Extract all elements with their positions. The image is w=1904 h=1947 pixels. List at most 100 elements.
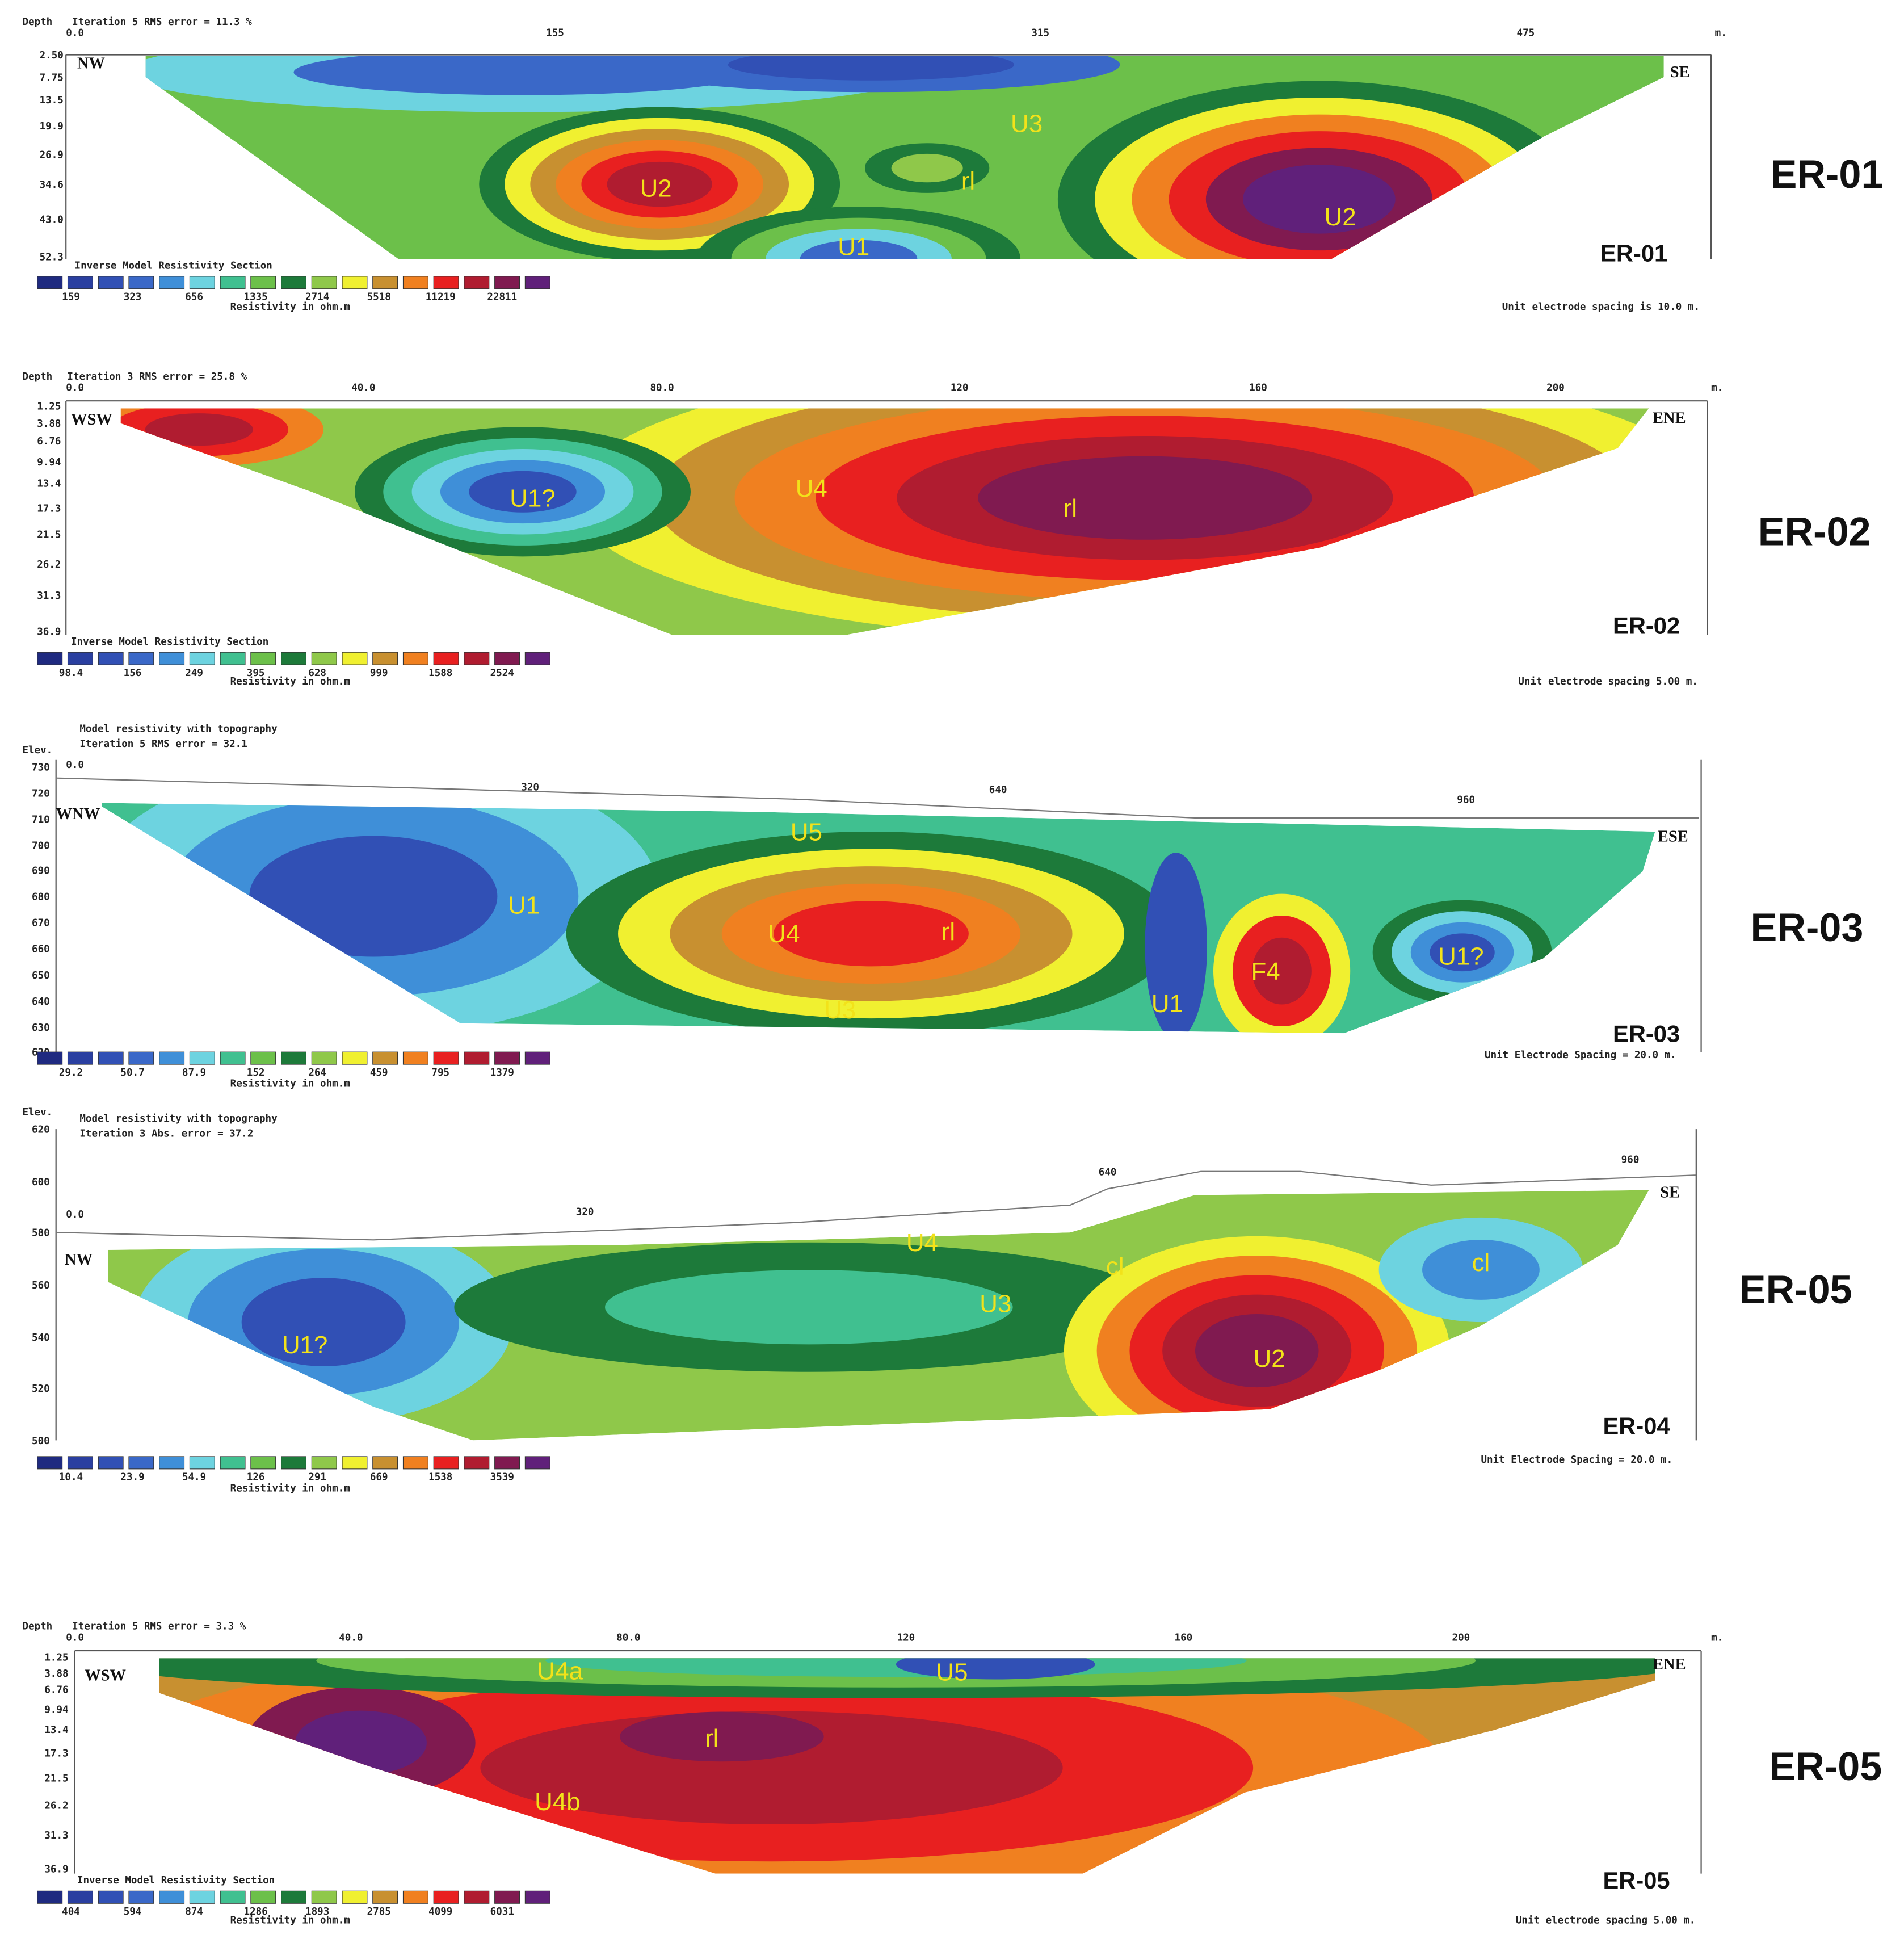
legend-swatch [159, 652, 185, 665]
section-panel: Elev. Model resistivity with topography It… [22, 1107, 1852, 1494]
legend-swatch [342, 276, 368, 289]
section-header: Iteration 3 RMS error = 25.8 % [67, 371, 247, 383]
legend-swatch [494, 1051, 520, 1065]
legend-swatch [342, 1456, 368, 1470]
legend-swatch [37, 1456, 63, 1470]
legend-swatch [311, 276, 337, 289]
direction-label: NW [65, 1251, 93, 1269]
scale-label: 156 [124, 668, 142, 679]
scale-label: 874 [185, 1906, 203, 1917]
scale-label: 656 [185, 292, 203, 303]
scale-label: 152 [247, 1067, 265, 1079]
y-tick-label: 2.50 [40, 50, 64, 61]
legend-swatch [250, 1456, 276, 1470]
y-tick-label: 21.5 [37, 529, 61, 540]
section-header: Iteration 5 RMS error = 32.1 [79, 738, 247, 750]
unit-label: cl [1472, 1249, 1490, 1277]
legend-swatch [342, 652, 368, 665]
scale-label: 628 [308, 668, 326, 679]
scale-label: 10.4 [59, 1472, 83, 1483]
x-tick-label: 160 [1175, 1632, 1193, 1643]
y-tick-label: 710 [32, 815, 50, 826]
legend-swatch [37, 652, 63, 665]
scale-label: 999 [370, 668, 388, 679]
topography [56, 1170, 1696, 1241]
spacing-note: Unit Electrode Spacing = 20.0 m. [1481, 1454, 1672, 1466]
y-tick-label: 3.88 [44, 1668, 68, 1680]
y-tick-label: 730 [32, 762, 50, 774]
legend-swatch [250, 1051, 276, 1065]
legend-swatch [524, 1051, 550, 1065]
y-tick-label: 21.5 [44, 1773, 68, 1784]
legend-swatch [189, 1456, 215, 1470]
legend-swatch [433, 276, 459, 289]
section-label: ER-05 [1603, 1867, 1670, 1894]
x-tick-label: 40.0 [339, 1632, 363, 1643]
resistivity-section [108, 1190, 1649, 1441]
scale-label: 323 [124, 292, 142, 303]
x-tick-label: 160 [1249, 383, 1267, 394]
direction-label: SE [1670, 64, 1690, 81]
scale-label: 5518 [367, 292, 391, 303]
legend-swatch [433, 1456, 459, 1470]
legend-swatch [494, 1456, 520, 1470]
y-tick-label: 650 [32, 970, 50, 981]
scale-label: 126 [247, 1472, 265, 1483]
legend-swatch [67, 652, 93, 665]
scale-label: 404 [62, 1906, 80, 1917]
legend-swatch [402, 1051, 428, 1065]
legend-swatch [372, 1051, 398, 1065]
unit-label: U5 [791, 818, 822, 846]
scale-label: 669 [370, 1472, 388, 1483]
legend-swatch [220, 652, 246, 665]
y-tick-label: 26.9 [40, 150, 64, 161]
unit-label: F4 [1251, 958, 1280, 985]
resistivity-zone [620, 1711, 824, 1762]
legend-swatch [524, 276, 550, 289]
resistivity-zone [295, 1710, 427, 1776]
y-tick-label: 620 [32, 1124, 50, 1136]
legend-swatch [433, 1890, 459, 1904]
legend-title: Inverse Model Resistivity Section [71, 636, 268, 648]
y-tick-label: 640 [32, 996, 50, 1008]
y-tick-label: 13.5 [40, 95, 64, 106]
spacing-note: Unit electrode spacing 5.00 m. [1518, 676, 1698, 687]
figure-label: ER-05 [1769, 1744, 1882, 1789]
y-tick-label: 1.25 [44, 1652, 68, 1664]
scale-label: 249 [185, 668, 203, 679]
axis-label: Elev. [22, 745, 52, 756]
x-tick-label: 80.0 [616, 1632, 640, 1643]
legend-swatch [37, 276, 63, 289]
scale-label: 1893 [305, 1906, 329, 1917]
scale-unit: Resistivity in ohm.m [230, 1079, 350, 1090]
x-tick-label: 475 [1517, 28, 1535, 39]
resistivity-zone [1430, 933, 1495, 972]
legend-swatch [281, 1051, 306, 1065]
section-header: Model resistivity with topography [79, 1113, 278, 1124]
unit-label: U1 [838, 233, 869, 261]
unit-label: U4b [535, 1788, 580, 1816]
scale-label: 291 [308, 1472, 326, 1483]
resistivity-zone [1422, 1239, 1540, 1300]
scale-label: 50.7 [120, 1067, 144, 1079]
legend-swatch [433, 652, 459, 665]
x-tick-label: 0.0 [66, 1209, 84, 1220]
section-label: ER-04 [1603, 1412, 1670, 1439]
y-tick-label: 580 [32, 1228, 50, 1239]
unit-label: U2 [640, 175, 672, 203]
unit-label: U1 [508, 892, 540, 920]
legend-swatch [220, 1051, 246, 1065]
scale-label: 1335 [244, 292, 268, 303]
legend-swatch [464, 1890, 490, 1904]
legend-swatch [524, 1890, 550, 1904]
x-tick-label: 960 [1457, 795, 1475, 806]
legend-title: Inverse Model Resistivity Section [77, 1875, 275, 1886]
scale-label: 1286 [244, 1906, 268, 1917]
legend-swatch [281, 1456, 306, 1470]
resistivity-zone [604, 1270, 1013, 1345]
legend-swatch [67, 276, 93, 289]
legend-swatch [402, 1890, 428, 1904]
legend-swatch [128, 652, 154, 665]
y-tick-label: 36.9 [37, 626, 61, 637]
legend-swatch [372, 652, 398, 665]
